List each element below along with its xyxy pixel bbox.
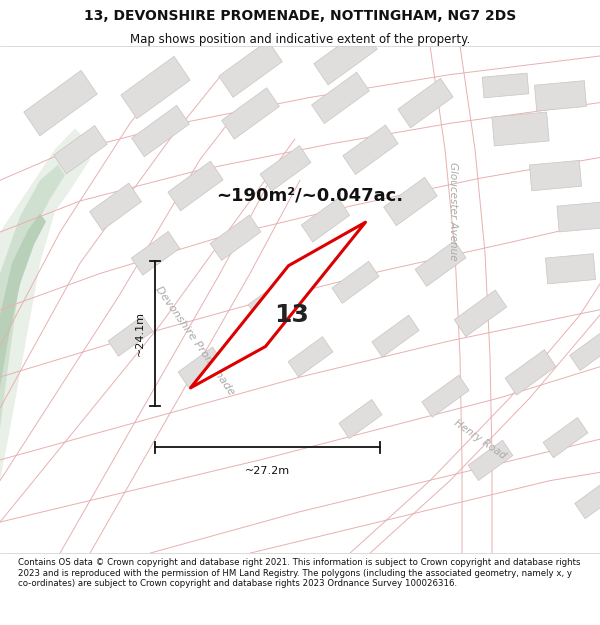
Text: ~190m²/~0.047ac.: ~190m²/~0.047ac. <box>217 187 404 205</box>
Text: Henry Road: Henry Road <box>452 418 508 461</box>
Text: 13, DEVONSHIRE PROMENADE, NOTTINGHAM, NG7 2DS: 13, DEVONSHIRE PROMENADE, NOTTINGHAM, NG… <box>84 9 516 23</box>
Text: Map shows position and indicative extent of the property.: Map shows position and indicative extent… <box>130 33 470 46</box>
Text: Gloucester Avenue: Gloucester Avenue <box>448 162 458 261</box>
Text: 13: 13 <box>275 303 310 328</box>
Text: ~27.2m: ~27.2m <box>245 466 290 476</box>
Text: Contains OS data © Crown copyright and database right 2021. This information is : Contains OS data © Crown copyright and d… <box>18 558 581 588</box>
Text: ~24.1m: ~24.1m <box>135 311 145 356</box>
Text: Devonshire Promenade: Devonshire Promenade <box>154 284 236 397</box>
